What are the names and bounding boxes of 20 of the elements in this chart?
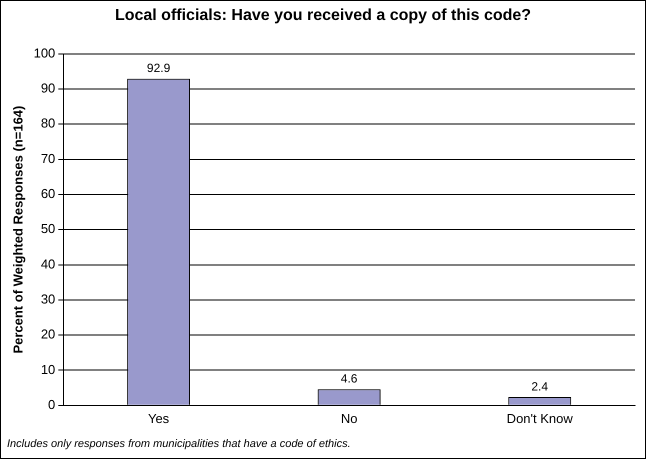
x-tick-label: No <box>340 410 358 426</box>
y-tick-label: 100 <box>34 45 56 60</box>
y-tick-label: 50 <box>40 221 56 236</box>
chart-title: Local officials: Have you received a copy of this code? <box>114 6 532 26</box>
y-tick-label: 0 <box>48 396 56 412</box>
y-tick-label: 10 <box>40 362 56 377</box>
y-tick-label: 70 <box>40 150 56 166</box>
y-tick-label: 30 <box>40 292 56 306</box>
y-tick-label: 20 <box>40 326 56 342</box>
x-tick-label: Don't Know <box>506 410 574 426</box>
data-label: 4.6 <box>340 372 358 386</box>
data-label: 92.9 <box>146 61 171 76</box>
x-tick-label: Yes <box>148 410 170 426</box>
data-label: 2.4 <box>531 379 548 394</box>
y-tick-label: 60 <box>40 186 56 202</box>
y-tick-label: 90 <box>40 80 56 96</box>
y-tick-label: 40 <box>40 256 56 272</box>
y-axis-title: Percent of Weighted Responses (n=164) <box>10 106 26 354</box>
y-tick-label: 80 <box>40 116 56 131</box>
text: Includes only responses from municipalities that have a code of ethics. <box>7 438 351 450</box>
